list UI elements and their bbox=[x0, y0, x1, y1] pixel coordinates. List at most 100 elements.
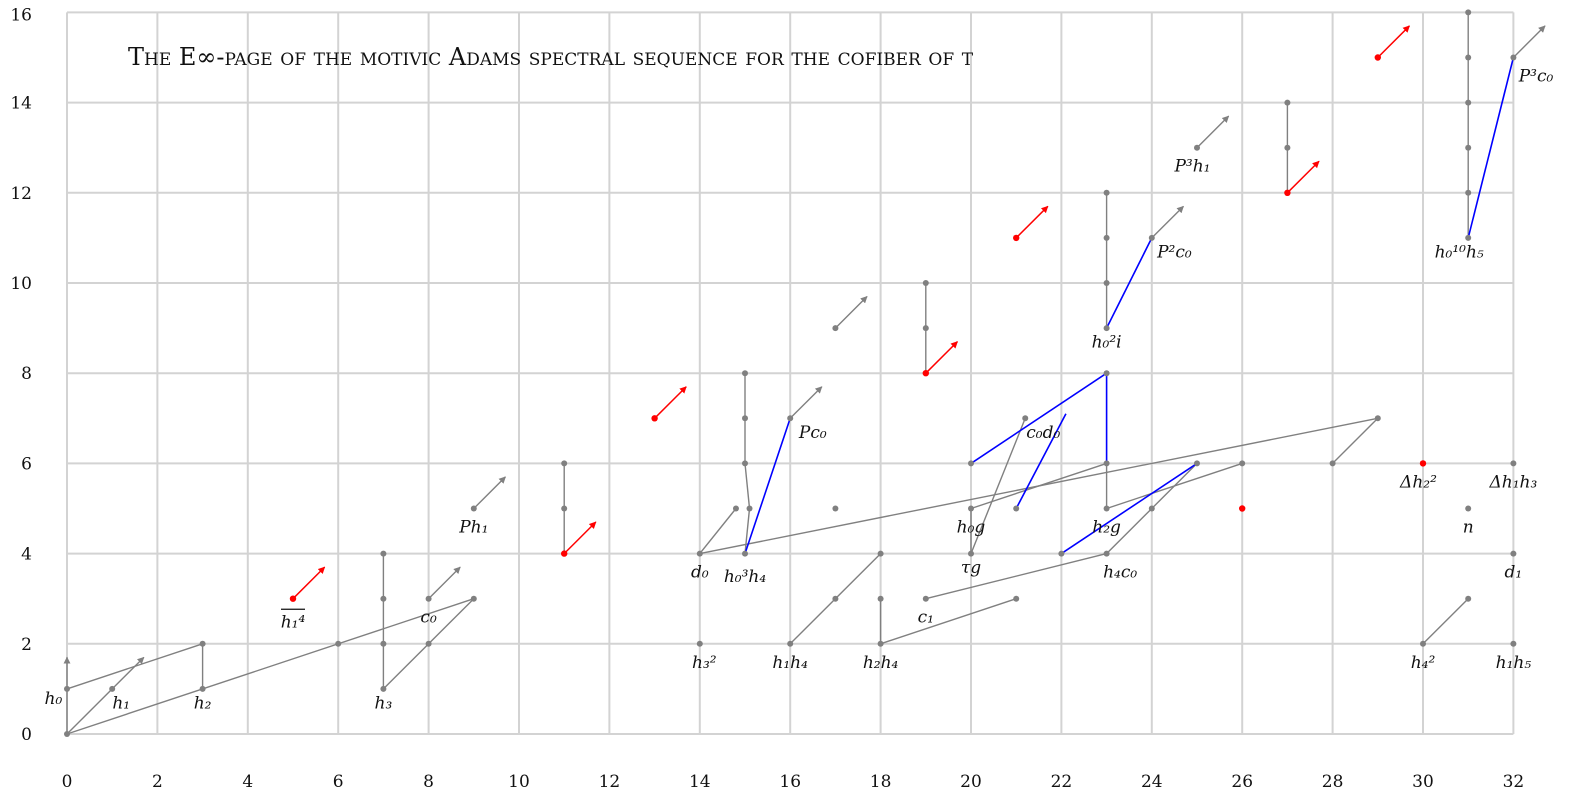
gray-point bbox=[470, 505, 477, 512]
red-arrow bbox=[292, 566, 326, 600]
x-tick-label: 14 bbox=[689, 772, 711, 792]
gray-point bbox=[742, 460, 748, 467]
red-arrow bbox=[925, 341, 958, 374]
red-arrow bbox=[654, 386, 687, 419]
gray-point bbox=[732, 505, 739, 512]
gray-point bbox=[1013, 505, 1020, 512]
y-tick-label: 10 bbox=[10, 274, 32, 294]
red-point bbox=[1013, 234, 1020, 242]
gray-point bbox=[335, 640, 342, 647]
gray-point bbox=[1148, 505, 1155, 512]
gray-segment bbox=[66, 598, 475, 735]
y-tick-label: 6 bbox=[21, 454, 32, 474]
gray-point bbox=[109, 685, 116, 692]
gray-point bbox=[1022, 415, 1029, 422]
x-tick-label: 8 bbox=[423, 772, 434, 792]
point-label: Pc₀ bbox=[798, 423, 827, 443]
gray-segment bbox=[66, 688, 113, 735]
x-tick-label: 12 bbox=[599, 772, 621, 792]
gray-point bbox=[1465, 9, 1472, 16]
gray-arrow bbox=[1196, 115, 1230, 149]
point-label: h₂g bbox=[1092, 518, 1121, 538]
red-point bbox=[651, 415, 658, 422]
gray-point bbox=[1103, 234, 1110, 241]
gray-segment bbox=[970, 418, 1026, 554]
red-point bbox=[1239, 505, 1246, 512]
point-label: h₀³h₄ bbox=[724, 567, 767, 587]
gray-point bbox=[1103, 550, 1110, 557]
x-tick-label: 26 bbox=[1231, 772, 1253, 792]
gray-point bbox=[1329, 460, 1336, 467]
y-tick-label: 14 bbox=[10, 94, 32, 114]
blue-segment bbox=[970, 372, 1108, 465]
point-label: Δh₁h₃ bbox=[1488, 472, 1537, 492]
red-point bbox=[561, 550, 568, 557]
x-tick-label: 16 bbox=[779, 772, 801, 792]
gray-point bbox=[1103, 325, 1110, 332]
point-label: h₂h₄ bbox=[863, 653, 899, 673]
arrows bbox=[63, 25, 1546, 690]
red-point bbox=[289, 595, 297, 602]
red-arrow bbox=[563, 521, 597, 555]
y-tick-label: 8 bbox=[21, 364, 32, 384]
red-point bbox=[922, 370, 929, 377]
gray-point bbox=[380, 595, 387, 602]
red-arrow bbox=[1015, 205, 1049, 239]
gray-point bbox=[877, 595, 884, 602]
gray-point bbox=[832, 325, 839, 332]
gray-segment bbox=[970, 462, 1107, 510]
x-tick-label: 30 bbox=[1412, 772, 1434, 792]
gray-point bbox=[787, 640, 794, 647]
gray-point bbox=[199, 685, 206, 692]
gray-segment bbox=[1332, 417, 1379, 464]
y-tick-label: 2 bbox=[21, 635, 32, 655]
blue-lines bbox=[744, 57, 1515, 555]
point-label: h₁ bbox=[112, 693, 130, 713]
blue-segment bbox=[744, 418, 791, 554]
x-tick-label: 0 bbox=[62, 772, 73, 792]
point-label: h₁h₄ bbox=[772, 653, 808, 673]
red-point bbox=[1284, 189, 1291, 196]
gray-segment bbox=[880, 598, 1017, 645]
gray-point bbox=[1103, 280, 1110, 286]
gray-point bbox=[1510, 550, 1517, 557]
point-label: d₀ bbox=[691, 563, 709, 583]
gray-point bbox=[1510, 460, 1517, 467]
gray-point bbox=[1194, 460, 1200, 467]
gray-point bbox=[922, 280, 929, 286]
blue-segment bbox=[1467, 57, 1515, 239]
x-tick-label: 4 bbox=[242, 772, 253, 792]
point-label: h₃² bbox=[692, 653, 717, 673]
gray-arrow bbox=[834, 296, 868, 329]
point-label: d₁ bbox=[1505, 563, 1523, 583]
red-point bbox=[1374, 54, 1382, 61]
point-label: τg bbox=[961, 558, 981, 578]
gray-point bbox=[1465, 234, 1472, 241]
gray-point bbox=[922, 325, 929, 332]
y-axis-ticks: 0 2 4 6 8 10 12 14 16 bbox=[10, 5, 32, 745]
gray-point bbox=[1465, 505, 1472, 512]
gray-arrow bbox=[111, 656, 145, 690]
gray-point bbox=[968, 550, 974, 557]
point-label: h₀g bbox=[957, 518, 986, 538]
gray-point bbox=[1465, 189, 1472, 196]
point-label: h₄² bbox=[1411, 653, 1436, 673]
point-label: c₀ bbox=[420, 608, 437, 628]
gray-point bbox=[1239, 460, 1246, 467]
gray-point bbox=[470, 595, 477, 602]
point-label: h₁h₅ bbox=[1496, 653, 1532, 673]
y-tick-label: 0 bbox=[21, 725, 32, 745]
gray-point bbox=[1465, 99, 1472, 106]
gray-point bbox=[1103, 505, 1110, 512]
gray-point bbox=[1510, 54, 1517, 61]
gray-point bbox=[832, 505, 839, 512]
point-label: h₀ bbox=[45, 689, 63, 709]
gray-point bbox=[425, 640, 432, 647]
gray-point bbox=[380, 550, 387, 557]
point-label: c₁ bbox=[918, 608, 934, 628]
gray-point bbox=[380, 685, 387, 692]
gray-point bbox=[742, 550, 748, 557]
point-label: Ph₁ bbox=[458, 518, 488, 538]
gray-segment bbox=[744, 508, 751, 554]
